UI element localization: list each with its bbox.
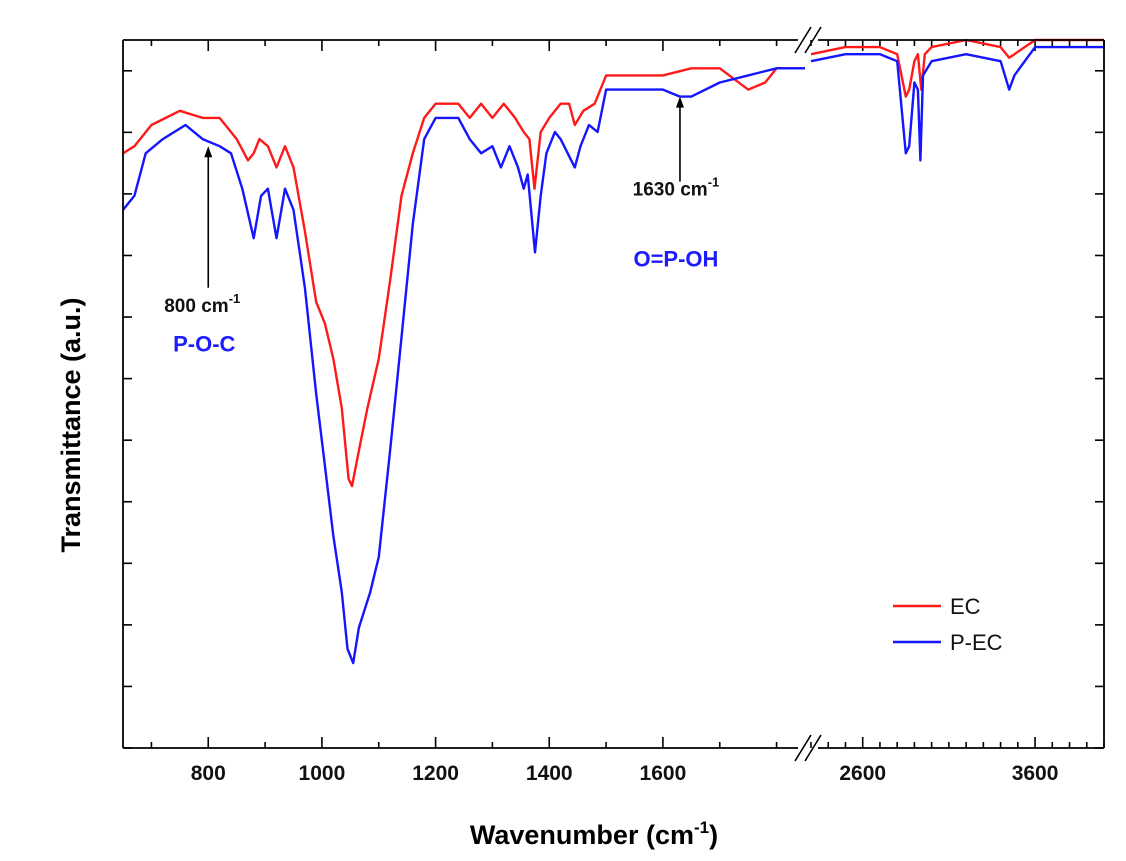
annotation-label: 1630 cm-1 [633, 175, 720, 201]
annotation-arrow-head [204, 146, 213, 158]
x-tick-label: 800 [191, 762, 226, 785]
annotation-label-sup: -1 [708, 175, 720, 190]
x-tick-label: 1000 [299, 762, 346, 785]
series-line-ec [810, 38, 1104, 98]
annotation-arrow-head [675, 96, 684, 108]
axis-break-mark [804, 734, 822, 762]
x-tick-label: 1600 [640, 762, 687, 785]
y-axis-title: Transmittance (a.u.) [56, 297, 86, 552]
x-axis-title-close: ) [709, 820, 718, 850]
plot-frame [122, 26, 1105, 762]
legend: EC P-EC [893, 594, 1003, 655]
x-axis-title-main: Wavenumber (cm [470, 820, 694, 850]
axis-break-mark [794, 734, 812, 762]
series-line-p-ec [810, 45, 1104, 162]
axis-break-mark [794, 26, 812, 54]
x-axis-title: Wavenumber (cm-1) [470, 818, 718, 850]
series-line-ec [123, 67, 805, 488]
series-p-ec [123, 45, 1104, 665]
series-layer [123, 38, 1104, 665]
axis-break-mark [804, 26, 822, 54]
annotation-label-main: 800 cm [164, 296, 228, 317]
annotation-label: 800 cm-1 [164, 291, 240, 317]
x-tick-label: 2600 [839, 762, 886, 785]
group-label: O=P-OH [633, 247, 718, 272]
tick-labels: 800 1000 1200 1400 1600 2600 3600 [191, 762, 1059, 785]
x-tick-label: 3600 [1012, 762, 1059, 785]
annotation-label-main: 1630 cm [633, 180, 708, 201]
annotation-label-sup: -1 [229, 291, 241, 306]
legend-label-ec: EC [950, 594, 981, 619]
series-ec [123, 38, 1104, 488]
x-axis-title-sup: -1 [694, 818, 709, 837]
legend-label-p-ec: P-EC [950, 630, 1003, 655]
x-tick-label: 1400 [526, 762, 573, 785]
series-line-p-ec [123, 67, 805, 665]
group-label: P-O-C [173, 332, 235, 357]
x-tick-label: 1200 [412, 762, 459, 785]
